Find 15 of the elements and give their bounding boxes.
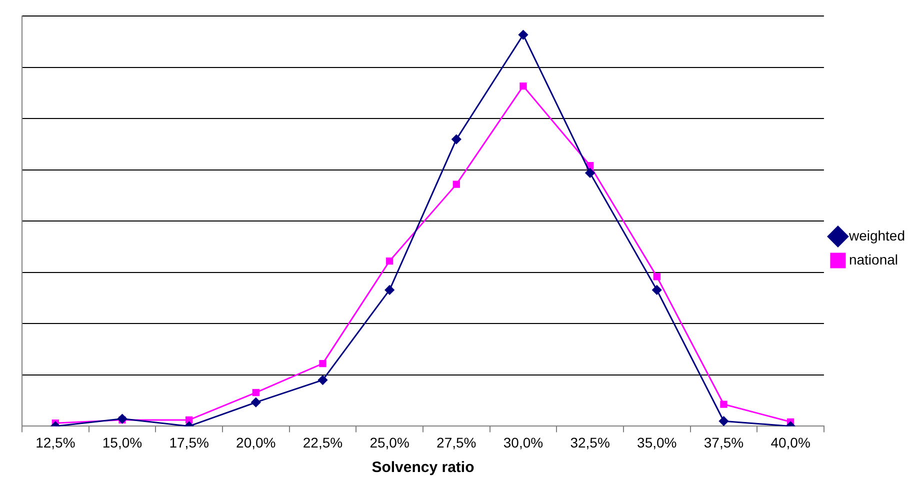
x-tick-label: 30,0% xyxy=(503,434,544,450)
x-tick-label: 22,5% xyxy=(302,434,343,450)
x-tick-label: 15,0% xyxy=(102,434,142,450)
x-tick-label: 27,5% xyxy=(436,434,476,450)
x-tick-label: 37,5% xyxy=(704,434,744,450)
x-tick-label: 35,0% xyxy=(637,434,677,450)
x-tick-label: 40,0% xyxy=(770,434,810,450)
legend-label: national xyxy=(848,251,898,268)
x-tick-label: 20,0% xyxy=(236,434,276,450)
x-tick-label: 25,0% xyxy=(370,434,410,450)
legend-label: weighted xyxy=(848,227,906,244)
x-axis-title: Solvency ratio xyxy=(372,459,474,476)
x-tick-label: 32,5% xyxy=(570,434,610,450)
x-tick-label: 12,5% xyxy=(36,434,76,450)
x-tick-label: 17,5% xyxy=(169,434,209,450)
